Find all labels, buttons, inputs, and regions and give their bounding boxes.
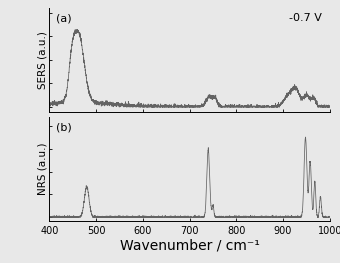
Text: -0.7 V: -0.7 V <box>289 13 321 23</box>
Text: (a): (a) <box>56 13 72 23</box>
Y-axis label: SERS (a.u.): SERS (a.u.) <box>38 31 48 89</box>
Text: (b): (b) <box>56 122 72 132</box>
X-axis label: Wavenumber / cm⁻¹: Wavenumber / cm⁻¹ <box>120 239 259 252</box>
Y-axis label: NRS (a.u.): NRS (a.u.) <box>38 143 48 195</box>
